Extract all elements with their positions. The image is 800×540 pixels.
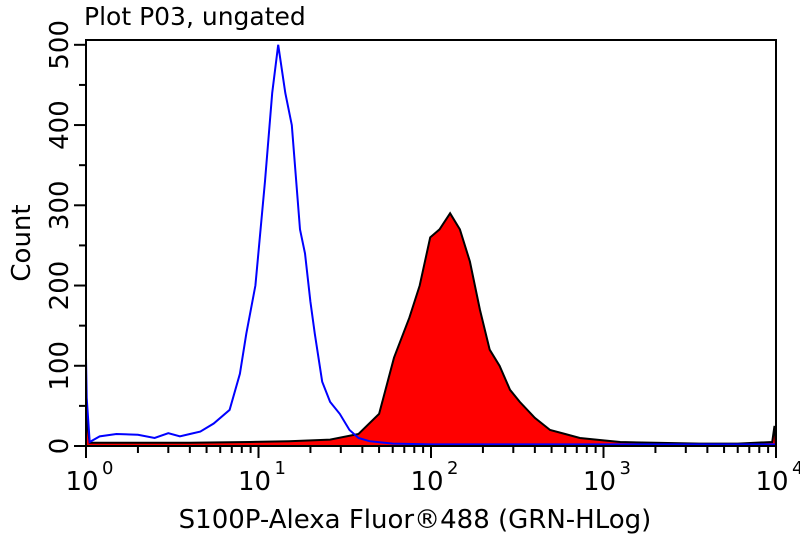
x-tick-exponent: 3 bbox=[620, 458, 631, 479]
x-tick-label: 10 bbox=[583, 467, 616, 497]
x-tick-label: 10 bbox=[65, 467, 98, 497]
x-tick-exponent: 0 bbox=[102, 458, 113, 479]
y-tick-label: 500 bbox=[45, 20, 75, 70]
chart-title: Plot P03, ungated bbox=[84, 2, 306, 31]
series-1-area bbox=[85, 211, 778, 447]
x-tick-exponent: 2 bbox=[447, 458, 458, 479]
y-tick-label: 100 bbox=[45, 341, 75, 391]
x-tick-exponent: 4 bbox=[792, 458, 800, 479]
x-axis-label: S100P-Alexa Fluor®488 (GRN-HLog) bbox=[178, 505, 652, 535]
x-tick-label: 10 bbox=[238, 467, 271, 497]
x-tick-exponent: 1 bbox=[275, 458, 286, 479]
y-tick-label: 400 bbox=[45, 100, 75, 150]
series-0-line bbox=[85, 44, 776, 446]
y-tick-label: 200 bbox=[45, 261, 75, 311]
y-tick-label: 300 bbox=[45, 180, 75, 230]
x-tick-label: 10 bbox=[410, 467, 443, 497]
y-tick-label: 0 bbox=[45, 438, 75, 455]
x-tick-label: 10 bbox=[755, 467, 788, 497]
